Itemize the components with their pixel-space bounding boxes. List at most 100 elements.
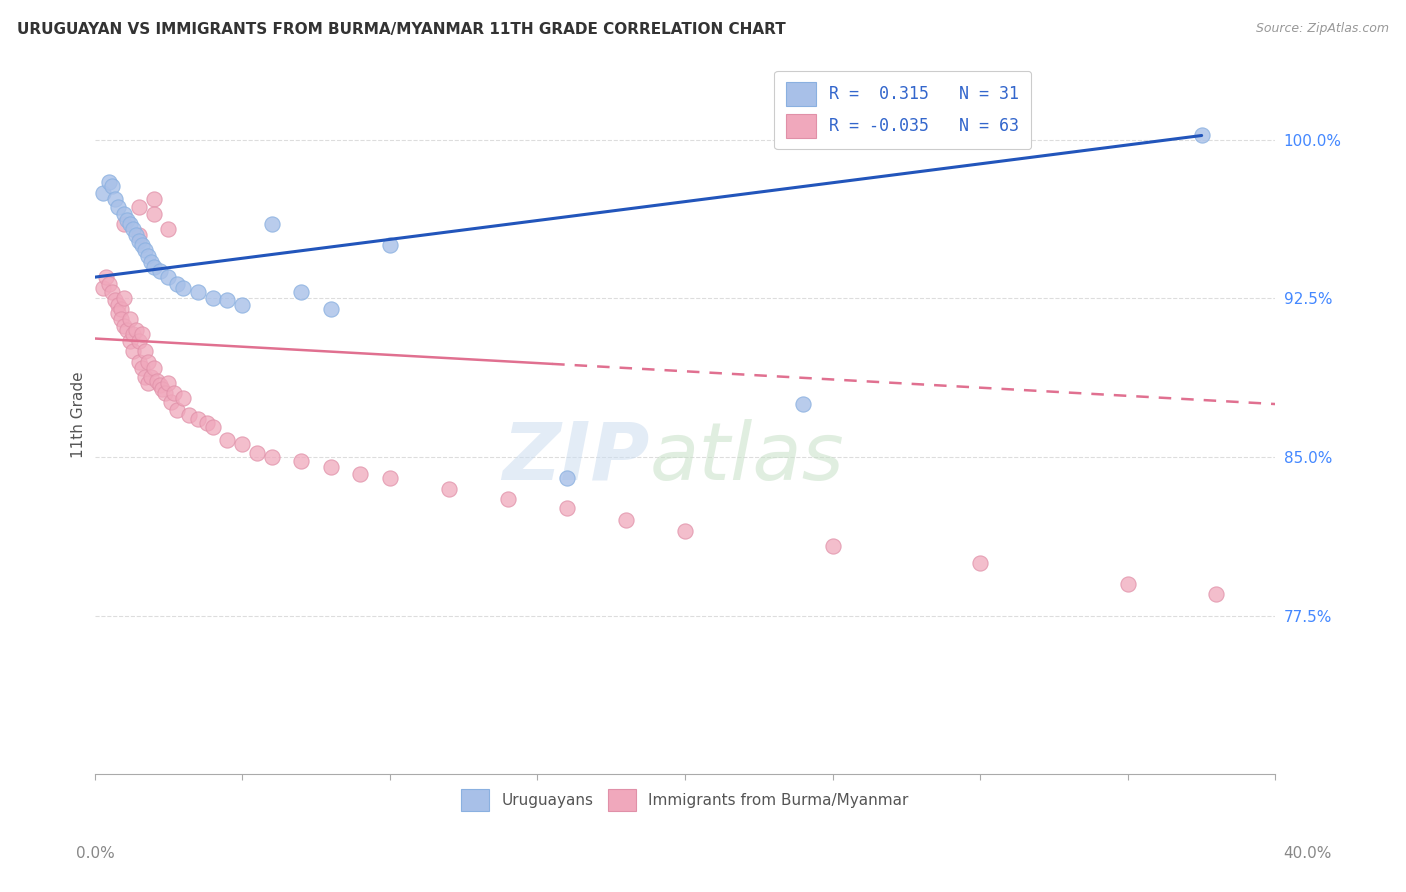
Point [260, 217, 283, 231]
Point [128, 355, 150, 369]
Point [134, 344, 156, 359]
Point [112, 207, 135, 221]
Point [136, 249, 159, 263]
Text: ZIP: ZIP [502, 418, 650, 497]
Point [1205, 587, 1227, 601]
Point [614, 513, 637, 527]
Point [157, 221, 180, 235]
Point [98, 175, 121, 189]
Text: 40.0%: 40.0% [1284, 847, 1331, 861]
Point [104, 192, 127, 206]
Point [792, 397, 814, 411]
Point [118, 312, 141, 326]
Point [290, 285, 312, 299]
Point [134, 369, 156, 384]
Point [1191, 128, 1213, 143]
Point [110, 312, 132, 326]
Point [555, 471, 578, 485]
Point [201, 420, 224, 434]
Point [217, 433, 239, 447]
Point [110, 301, 132, 316]
Point [96, 270, 118, 285]
Point [187, 285, 209, 299]
Point [177, 408, 200, 422]
Point [217, 293, 239, 308]
Point [152, 382, 174, 396]
Legend: Uruguayans, Immigrants from Burma/Myanmar: Uruguayans, Immigrants from Burma/Myanma… [456, 783, 915, 817]
Point [157, 270, 180, 285]
Point [496, 492, 519, 507]
Point [260, 450, 283, 464]
Point [125, 227, 148, 242]
Point [555, 500, 578, 515]
Point [128, 227, 150, 242]
Point [319, 460, 342, 475]
Point [148, 264, 170, 278]
Point [187, 412, 209, 426]
Point [118, 334, 141, 348]
Point [290, 454, 312, 468]
Point [142, 361, 165, 376]
Point [163, 386, 186, 401]
Point [201, 291, 224, 305]
Point [101, 285, 124, 299]
Point [166, 277, 188, 291]
Point [172, 391, 194, 405]
Point [118, 217, 141, 231]
Point [104, 293, 127, 308]
Point [98, 277, 121, 291]
Point [136, 355, 159, 369]
Point [319, 301, 342, 316]
Text: Source: ZipAtlas.com: Source: ZipAtlas.com [1256, 22, 1389, 36]
Point [673, 524, 696, 538]
Point [115, 323, 138, 337]
Point [128, 234, 150, 248]
Point [131, 361, 153, 376]
Point [112, 291, 135, 305]
Point [107, 306, 129, 320]
Point [122, 344, 145, 359]
Point [160, 395, 183, 409]
Point [155, 386, 177, 401]
Point [115, 213, 138, 227]
Point [172, 281, 194, 295]
Point [437, 482, 460, 496]
Point [378, 471, 401, 485]
Point [112, 217, 135, 231]
Point [136, 376, 159, 390]
Point [142, 260, 165, 274]
Point [101, 179, 124, 194]
Point [131, 238, 153, 252]
Point [139, 369, 162, 384]
Point [166, 403, 188, 417]
Point [125, 323, 148, 337]
Point [349, 467, 371, 481]
Point [145, 374, 167, 388]
Point [246, 446, 269, 460]
Point [142, 207, 165, 221]
Point [142, 192, 165, 206]
Point [128, 201, 150, 215]
Point [378, 238, 401, 252]
Text: atlas: atlas [650, 418, 845, 497]
Point [107, 201, 129, 215]
Point [107, 298, 129, 312]
Y-axis label: 11th Grade: 11th Grade [72, 371, 86, 458]
Point [821, 539, 844, 553]
Point [231, 437, 253, 451]
Point [93, 281, 115, 295]
Text: URUGUAYAN VS IMMIGRANTS FROM BURMA/MYANMAR 11TH GRADE CORRELATION CHART: URUGUAYAN VS IMMIGRANTS FROM BURMA/MYANM… [17, 22, 786, 37]
Point [157, 376, 180, 390]
Point [195, 416, 218, 430]
Point [139, 255, 162, 269]
Point [128, 334, 150, 348]
Point [134, 243, 156, 257]
Point [112, 318, 135, 333]
Point [93, 186, 115, 200]
Point [231, 298, 253, 312]
Point [969, 556, 991, 570]
Point [122, 327, 145, 342]
Point [122, 221, 145, 235]
Text: 0.0%: 0.0% [76, 847, 115, 861]
Point [148, 378, 170, 392]
